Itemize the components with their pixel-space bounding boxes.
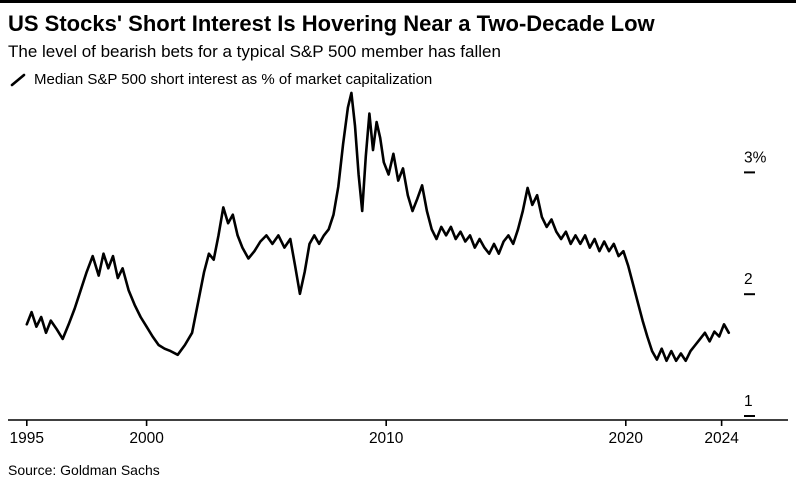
y-tick-label: 3% bbox=[744, 149, 767, 166]
x-tick-label: 2024 bbox=[704, 430, 739, 447]
line-chart: 1995 2000 2010 2020 2024 3% 2 1 bbox=[8, 91, 788, 447]
series-line bbox=[25, 91, 731, 363]
line-series-icon bbox=[10, 73, 26, 86]
chart-title: US Stocks' Short Interest Is Hovering Ne… bbox=[8, 11, 655, 36]
legend-label: Median S&P 500 short interest as % of ma… bbox=[34, 71, 433, 88]
chart-subtitle: The level of bearish bets for a typical … bbox=[8, 42, 501, 61]
x-tick-label: 2020 bbox=[609, 430, 644, 447]
x-tick-label: 2010 bbox=[369, 430, 404, 447]
legend: Median S&P 500 short interest as % of ma… bbox=[10, 71, 788, 88]
x-tick-label: 2000 bbox=[129, 430, 164, 447]
y-tick-label: 1 bbox=[744, 393, 753, 410]
x-tick-label: 1995 bbox=[10, 430, 44, 447]
y-tick-label: 2 bbox=[744, 271, 753, 288]
source-note: Source: Goldman Sachs bbox=[8, 462, 160, 478]
